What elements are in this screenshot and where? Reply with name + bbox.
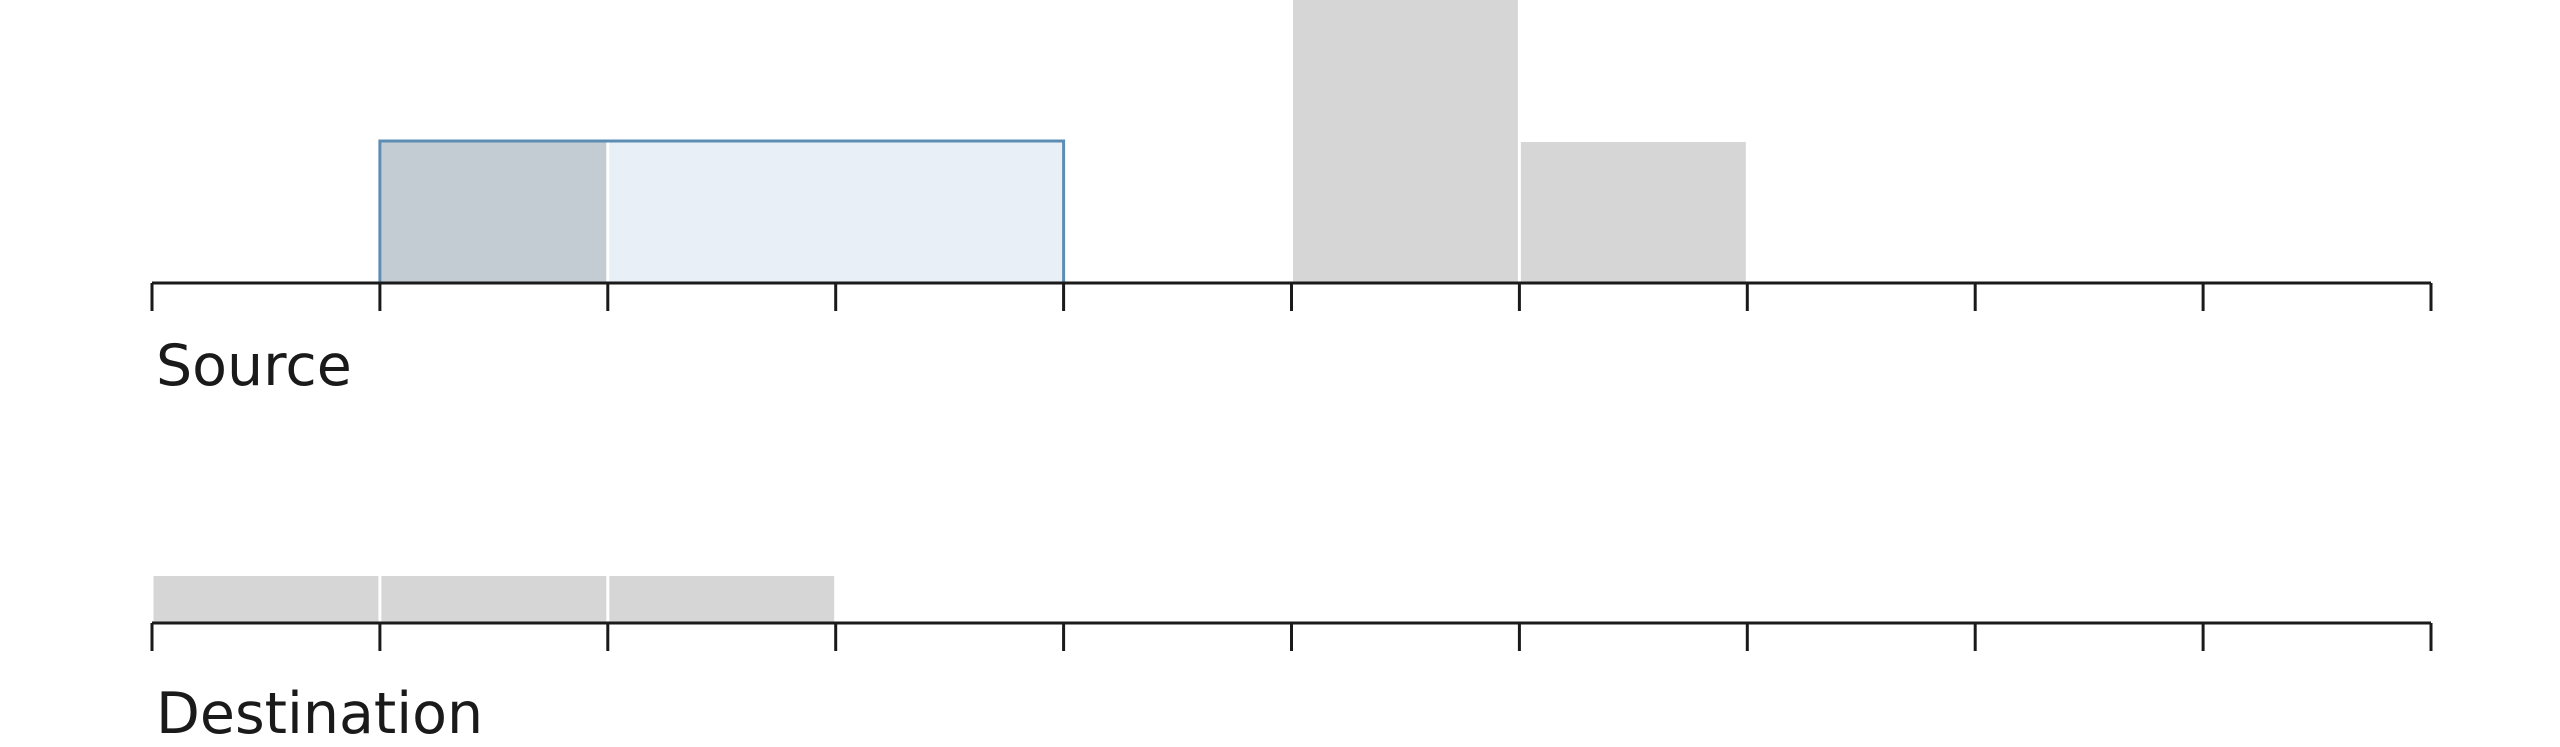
block-3 <box>1520 142 1746 282</box>
block-1 <box>609 142 1063 282</box>
destination-track <box>150 576 2433 651</box>
block-2 <box>1293 0 1518 282</box>
source-track <box>150 0 2433 311</box>
destination-label: Destination <box>156 681 484 747</box>
block-0 <box>153 576 379 622</box>
block-1 <box>381 576 607 622</box>
block-2 <box>609 576 835 622</box>
source-label: Source <box>156 333 352 399</box>
block-0 <box>381 142 607 282</box>
